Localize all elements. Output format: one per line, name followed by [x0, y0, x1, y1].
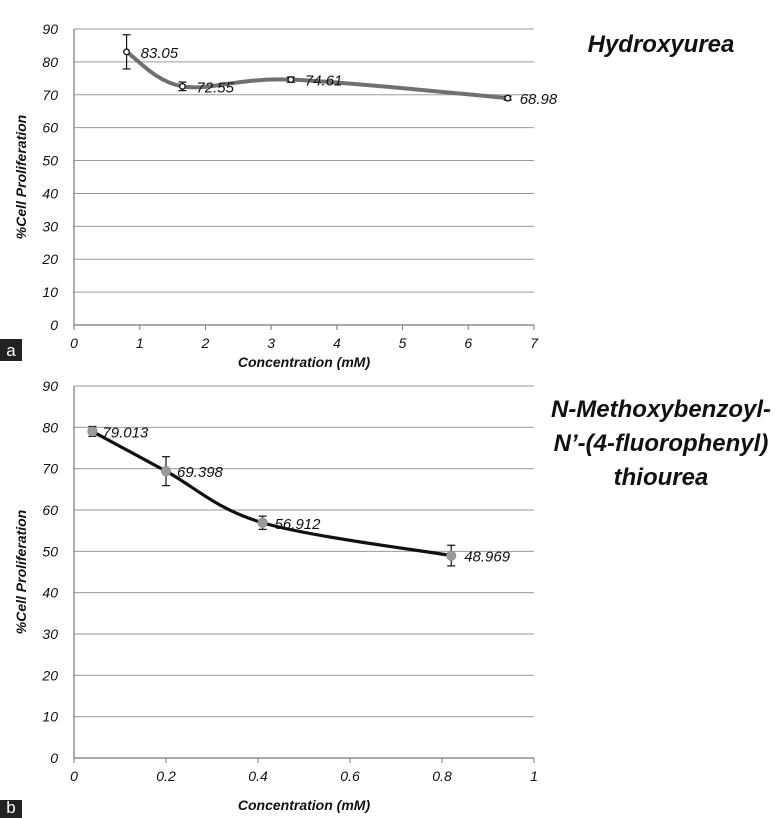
- x-tick-label: 5: [399, 335, 407, 351]
- chart-title-line: N’-(4-fluorophenyl): [554, 430, 769, 457]
- y-tick-label: 90: [42, 378, 58, 394]
- y-tick-label: 20: [41, 251, 58, 267]
- data-label: 72.55: [196, 79, 234, 96]
- x-tick-label: 1: [530, 768, 538, 784]
- y-tick-label: 80: [42, 54, 58, 70]
- data-point: [178, 82, 186, 90]
- data-label: 68.98: [520, 91, 558, 108]
- data-point: [257, 517, 268, 528]
- y-tick-label: 50: [42, 543, 58, 559]
- y-tick-label: 30: [42, 626, 58, 642]
- data-point: [160, 466, 172, 477]
- y-tick-label: 60: [42, 502, 58, 518]
- panel-letter: a: [6, 341, 16, 360]
- y-tick-label: 70: [42, 461, 58, 477]
- data-label: 83.05: [141, 45, 179, 62]
- x-tick-label: 0: [70, 335, 78, 351]
- chart-panel-thiourea: 0 10 20 30 40 50 60 70 80 90 0 0.2 0.4 0.6 0.8 1 Concent…: [0, 378, 771, 818]
- chart-title-line: N-Methoxybenzoyl-: [551, 396, 771, 423]
- y-tick-label: 20: [41, 667, 58, 683]
- y-tick-label: 40: [42, 585, 58, 601]
- x-axis-label: Concentration (mM): [238, 797, 371, 813]
- data-label: 79.013: [102, 424, 149, 441]
- data-point: [87, 426, 98, 437]
- y-axis-label: %Cell Proliferation: [13, 115, 29, 239]
- series-line: [90, 429, 453, 558]
- chart-panel-hydroxyurea: 0 10 20 30 40 50 60 70 80 90 0 1 2 3 4 5 6 7 Concentration…: [0, 21, 734, 370]
- data-point: [287, 76, 295, 84]
- data-point: [504, 94, 512, 102]
- data-label: 74.61: [305, 73, 343, 90]
- x-tick-label: 2: [201, 335, 210, 351]
- x-tick-label: 0.4: [248, 768, 268, 784]
- y-tick-label: 30: [42, 218, 58, 234]
- y-tick-label: 60: [42, 120, 58, 136]
- y-tick-label: 80: [42, 419, 58, 435]
- x-tick-label: 3: [267, 335, 275, 351]
- y-tick-label: 90: [42, 21, 58, 37]
- x-tick-label: 0.8: [432, 768, 452, 784]
- x-tick-label: 0.6: [340, 768, 360, 784]
- panel-letter-badge: [0, 800, 22, 818]
- x-tick-label: 6: [464, 335, 472, 351]
- x-axis-label: Concentration (mM): [238, 354, 371, 370]
- y-tick-label: 40: [42, 185, 58, 201]
- x-tick-label: 4: [333, 335, 341, 351]
- y-tick-label: 50: [42, 153, 58, 169]
- panel-letter: b: [6, 798, 15, 817]
- x-tick-label: 0.2: [156, 768, 176, 784]
- series-line: [124, 49, 510, 101]
- data-point: [123, 48, 131, 56]
- y-tick-label: 0: [50, 317, 58, 333]
- x-tick-label: 0: [70, 768, 78, 784]
- chart-title-line: Hydroxyurea: [588, 31, 735, 58]
- chart-title-line: thiourea: [614, 464, 709, 491]
- y-tick-label: 70: [42, 87, 58, 103]
- y-tick-label: 0: [50, 750, 58, 766]
- data-label: 56.912: [275, 516, 322, 533]
- x-tick-label: 7: [530, 335, 539, 351]
- data-label: 48.969: [464, 549, 511, 566]
- y-tick-label: 10: [42, 284, 58, 300]
- panel-letter-badge: [0, 339, 22, 361]
- x-tick-label: 1: [136, 335, 144, 351]
- y-axis-label: %Cell Proliferation: [13, 510, 29, 634]
- y-tick-label: 10: [42, 709, 58, 725]
- data-label: 69.398: [177, 464, 224, 481]
- data-point: [446, 550, 457, 561]
